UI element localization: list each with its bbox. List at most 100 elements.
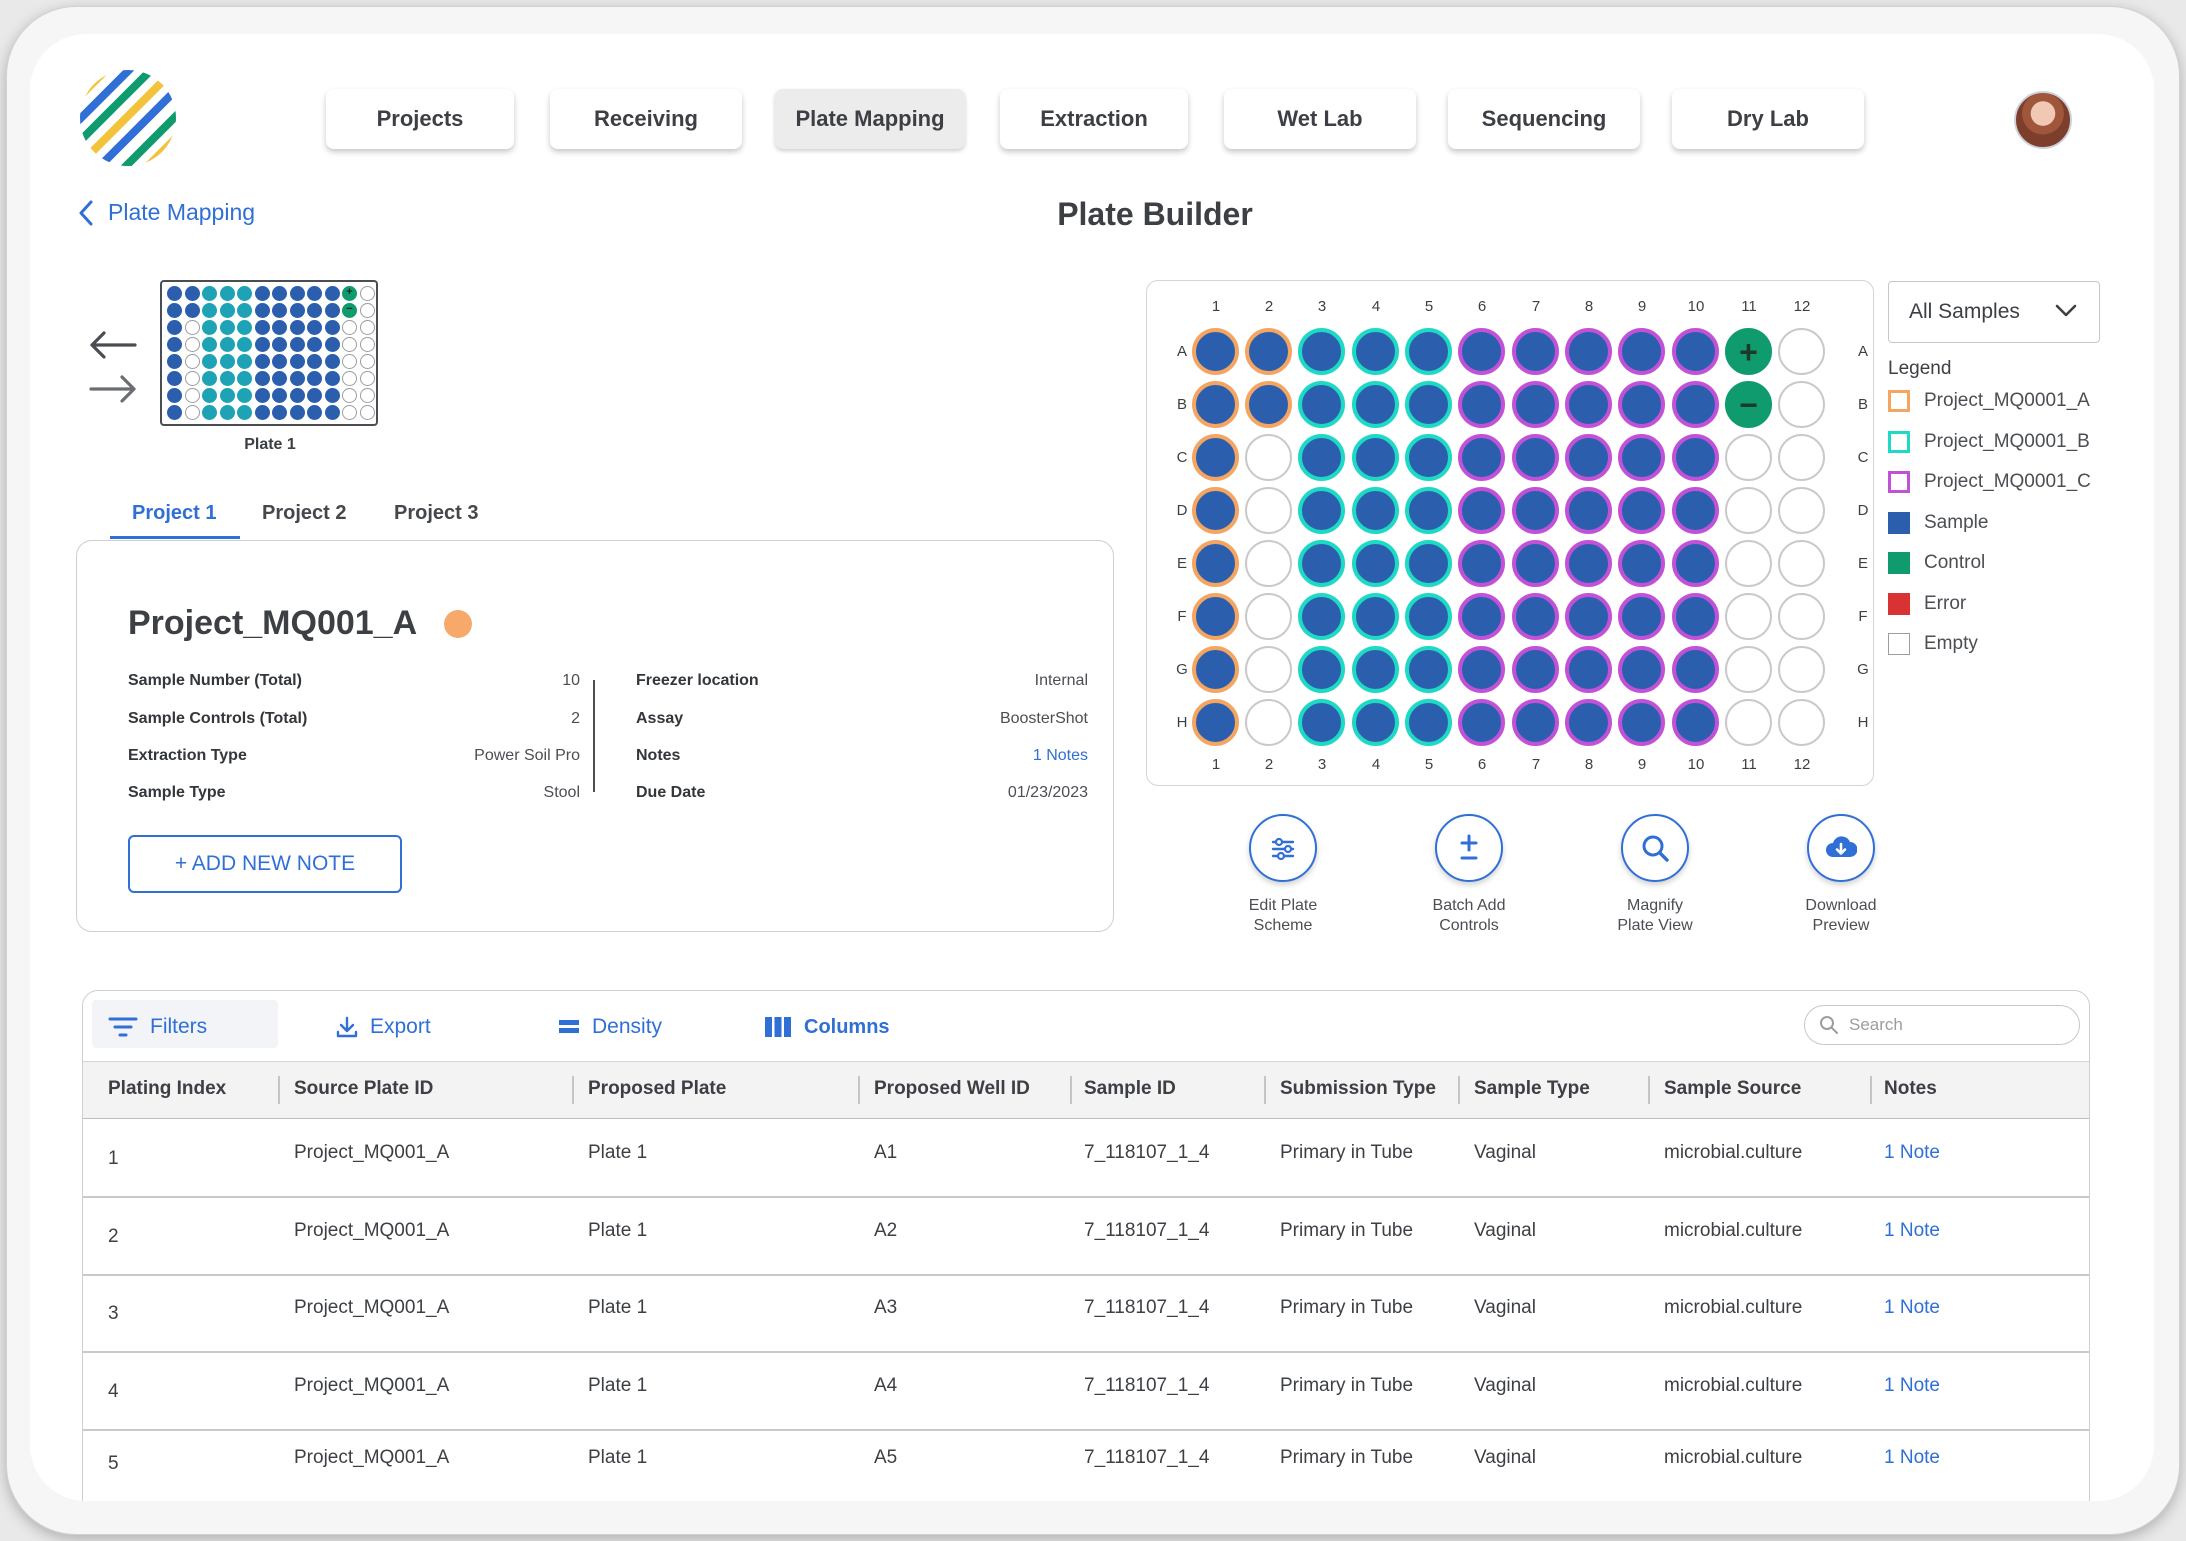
well-C6[interactable] <box>1458 434 1505 481</box>
well-A3[interactable] <box>1298 328 1345 375</box>
previous-plate-arrow-icon[interactable] <box>88 330 138 360</box>
column-header-proposed-well-id[interactable]: Proposed Well ID <box>874 1078 1030 1099</box>
tab-project-2[interactable]: Project 2 <box>262 502 347 524</box>
well-D2[interactable] <box>1245 487 1292 534</box>
well-H9[interactable] <box>1618 699 1665 746</box>
well-A1[interactable] <box>1192 328 1239 375</box>
well-E2[interactable] <box>1245 540 1292 587</box>
well-D3[interactable] <box>1298 487 1345 534</box>
columns-button[interactable]: Columns <box>764 1004 890 1050</box>
well-F3[interactable] <box>1298 593 1345 640</box>
sample-filter-select[interactable]: All Samples <box>1888 281 2100 343</box>
column-header-source-plate-id[interactable]: Source Plate ID <box>294 1078 434 1099</box>
column-header-plating-index[interactable]: Plating Index <box>108 1078 227 1099</box>
well-A12[interactable] <box>1778 328 1825 375</box>
well-B1[interactable] <box>1192 381 1239 428</box>
well-D9[interactable] <box>1618 487 1665 534</box>
well-B12[interactable] <box>1778 381 1825 428</box>
well-H10[interactable] <box>1672 699 1719 746</box>
filters-button[interactable]: Filters <box>108 1004 207 1050</box>
well-G6[interactable] <box>1458 646 1505 693</box>
well-H12[interactable] <box>1778 699 1825 746</box>
well-F7[interactable] <box>1512 593 1559 640</box>
well-D5[interactable] <box>1405 487 1452 534</box>
well-C3[interactable] <box>1298 434 1345 481</box>
nav-tab-extraction[interactable]: Extraction <box>1000 89 1188 149</box>
well-G11[interactable] <box>1725 646 1772 693</box>
well-A6[interactable] <box>1458 328 1505 375</box>
well-E3[interactable] <box>1298 540 1345 587</box>
well-G1[interactable] <box>1192 646 1239 693</box>
well-E5[interactable] <box>1405 540 1452 587</box>
well-B9[interactable] <box>1618 381 1665 428</box>
well-H3[interactable] <box>1298 699 1345 746</box>
tab-project-1[interactable]: Project 1 <box>132 502 217 524</box>
well-A9[interactable] <box>1618 328 1665 375</box>
well-H1[interactable] <box>1192 699 1239 746</box>
well-H7[interactable] <box>1512 699 1559 746</box>
well-B4[interactable] <box>1352 381 1399 428</box>
action-magnify-button[interactable]: Magnify Plate View <box>1580 814 1730 936</box>
well-A5[interactable] <box>1405 328 1452 375</box>
well-C9[interactable] <box>1618 434 1665 481</box>
well-D8[interactable] <box>1565 487 1612 534</box>
well-G5[interactable] <box>1405 646 1452 693</box>
well-E4[interactable] <box>1352 540 1399 587</box>
well-E8[interactable] <box>1565 540 1612 587</box>
action-download-button[interactable]: Download Preview <box>1766 814 1916 936</box>
well-B8[interactable] <box>1565 381 1612 428</box>
well-E7[interactable] <box>1512 540 1559 587</box>
well-D1[interactable] <box>1192 487 1239 534</box>
action-edit-plate-button[interactable]: Edit Plate Scheme <box>1208 814 1358 936</box>
well-E10[interactable] <box>1672 540 1719 587</box>
well-B3[interactable] <box>1298 381 1345 428</box>
well-F10[interactable] <box>1672 593 1719 640</box>
nav-tab-receiving[interactable]: Receiving <box>550 89 742 149</box>
well-G8[interactable] <box>1565 646 1612 693</box>
add-new-note-button[interactable]: + ADD NEW NOTE <box>128 835 402 893</box>
well-G4[interactable] <box>1352 646 1399 693</box>
nav-tab-dry-lab[interactable]: Dry Lab <box>1672 89 1864 149</box>
density-button[interactable]: Density <box>558 1004 662 1050</box>
well-A10[interactable] <box>1672 328 1719 375</box>
well-A2[interactable] <box>1245 328 1292 375</box>
nav-tab-sequencing[interactable]: Sequencing <box>1448 89 1640 149</box>
well-C4[interactable] <box>1352 434 1399 481</box>
well-C1[interactable] <box>1192 434 1239 481</box>
well-D4[interactable] <box>1352 487 1399 534</box>
well-E11[interactable] <box>1725 540 1772 587</box>
action-batch-add-button[interactable]: Batch Add Controls <box>1394 814 1544 936</box>
column-header-sample-type[interactable]: Sample Type <box>1474 1078 1590 1099</box>
well-D6[interactable] <box>1458 487 1505 534</box>
row-notes-link[interactable]: 1 Note <box>1884 1375 1940 1396</box>
well-D10[interactable] <box>1672 487 1719 534</box>
well-F11[interactable] <box>1725 593 1772 640</box>
well-F9[interactable] <box>1618 593 1665 640</box>
well-A4[interactable] <box>1352 328 1399 375</box>
column-header-submission-type[interactable]: Submission Type <box>1280 1078 1436 1099</box>
search-input[interactable] <box>1849 1015 2049 1035</box>
column-header-proposed-plate[interactable]: Proposed Plate <box>588 1078 727 1099</box>
well-H2[interactable] <box>1245 699 1292 746</box>
well-F5[interactable] <box>1405 593 1452 640</box>
well-F6[interactable] <box>1458 593 1505 640</box>
well-B11[interactable]: − <box>1725 381 1772 428</box>
well-F8[interactable] <box>1565 593 1612 640</box>
back-to-plate-mapping-link[interactable]: Plate Mapping <box>78 199 255 226</box>
nav-tab-wet-lab[interactable]: Wet Lab <box>1224 89 1416 149</box>
well-A11[interactable]: + <box>1725 328 1772 375</box>
column-header-notes[interactable]: Notes <box>1884 1078 1937 1099</box>
well-F4[interactable] <box>1352 593 1399 640</box>
export-button[interactable]: Export <box>336 1004 431 1050</box>
row-notes-link[interactable]: 1 Note <box>1884 1297 1940 1318</box>
well-D7[interactable] <box>1512 487 1559 534</box>
well-G9[interactable] <box>1618 646 1665 693</box>
well-G10[interactable] <box>1672 646 1719 693</box>
well-C8[interactable] <box>1565 434 1612 481</box>
well-G3[interactable] <box>1298 646 1345 693</box>
well-C10[interactable] <box>1672 434 1719 481</box>
nav-tab-projects[interactable]: Projects <box>326 89 514 149</box>
well-E12[interactable] <box>1778 540 1825 587</box>
well-F1[interactable] <box>1192 593 1239 640</box>
row-notes-link[interactable]: 1 Note <box>1884 1142 1940 1163</box>
